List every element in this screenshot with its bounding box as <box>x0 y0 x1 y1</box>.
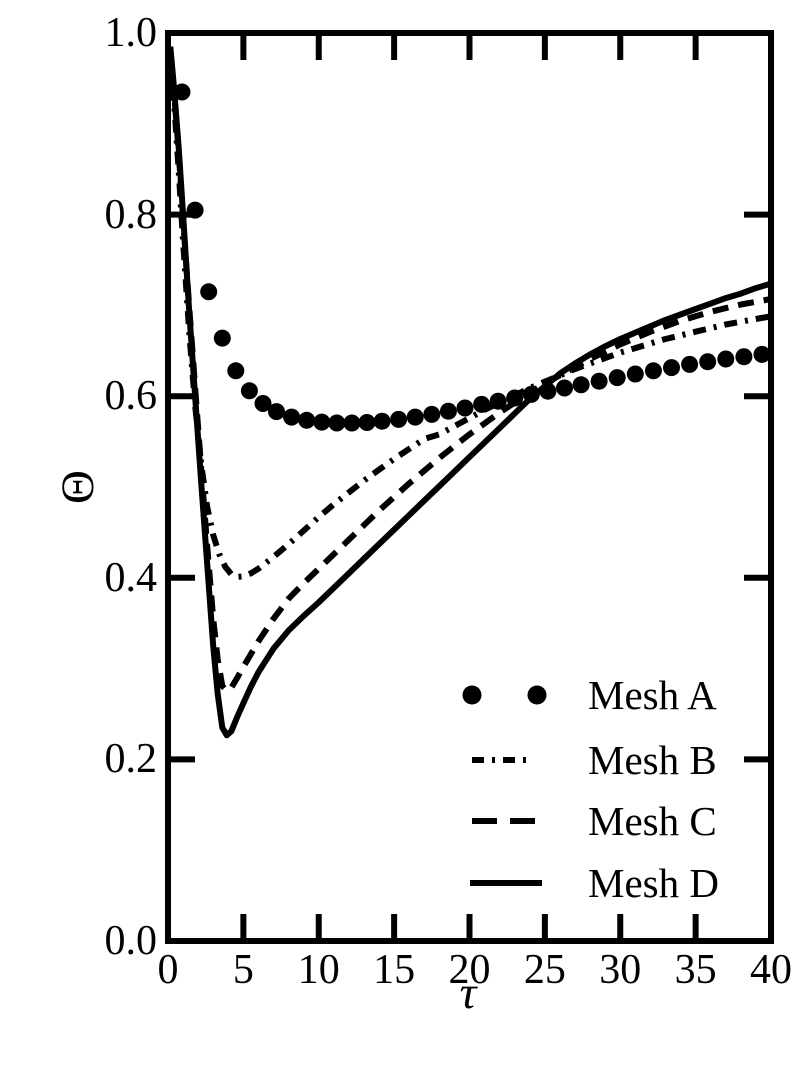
x-tick-label: 40 <box>750 947 792 993</box>
marker-mesh-a <box>173 83 191 101</box>
x-axis-label: τ <box>459 967 477 1019</box>
y-tick-label: 0.4 <box>104 554 158 601</box>
marker-mesh-a <box>213 329 231 347</box>
marker-mesh-a <box>423 405 441 423</box>
marker-mesh-a <box>539 382 557 400</box>
marker-mesh-a <box>313 413 331 431</box>
marker-mesh-a <box>343 414 361 432</box>
legend-label-mesh-c: Mesh C <box>588 798 717 844</box>
y-tick-label: 1.0 <box>104 10 158 56</box>
legend-label-mesh-a: Mesh A <box>588 672 717 718</box>
marker-mesh-a <box>608 369 626 387</box>
marker-mesh-a <box>572 376 590 394</box>
y-tick-label: 0.6 <box>104 373 158 420</box>
marker-mesh-a <box>227 362 245 380</box>
marker-mesh-a <box>489 392 507 410</box>
marker-mesh-a <box>268 403 285 421</box>
x-tick-label: 20 <box>448 947 491 993</box>
x-tick-label: 5 <box>232 947 254 993</box>
marker-mesh-a <box>681 355 699 373</box>
marker-mesh-a <box>753 345 771 363</box>
marker-mesh-a <box>699 353 717 371</box>
marker-mesh-a <box>406 408 424 426</box>
legend-line-mesh-c <box>472 818 536 824</box>
marker-mesh-a <box>717 350 735 368</box>
marker-mesh-a <box>358 414 376 431</box>
marker-mesh-a <box>298 411 316 429</box>
legend-line-mesh-d <box>470 880 542 886</box>
legend-item-mesh-d: Mesh D <box>452 857 719 909</box>
legend-label-mesh-d: Mesh D <box>588 860 719 906</box>
curve-mesh-b <box>167 55 772 580</box>
marker-mesh-a <box>473 395 491 413</box>
marker-mesh-a <box>283 408 301 426</box>
marker-mesh-a <box>644 362 662 380</box>
x-tick-label: 35 <box>674 947 717 993</box>
x-tick-label: 0 <box>157 947 179 993</box>
marker-mesh-a <box>328 414 346 432</box>
y-tick-label: 0.8 <box>104 191 158 238</box>
marker-mesh-a <box>373 412 391 430</box>
curve-mesh-c <box>167 50 772 694</box>
marker-mesh-a <box>254 395 272 412</box>
marker-mesh-a <box>735 348 753 366</box>
marker-mesh-a <box>186 201 204 219</box>
legend-item-mesh-a: Mesh A <box>452 669 717 721</box>
marker-mesh-a <box>506 389 524 407</box>
x-tick-label: 30 <box>599 947 642 993</box>
marker-mesh-a <box>200 283 218 301</box>
curve-mesh-d <box>167 46 772 739</box>
marker-mesh-a <box>522 385 540 403</box>
marker-mesh-a <box>626 365 644 383</box>
marker-mesh-a <box>439 402 457 420</box>
x-tick-label: 25 <box>523 947 566 993</box>
legend-item-mesh-b: Mesh B <box>452 734 717 786</box>
y-axis-label: Θ <box>52 470 104 504</box>
marker-mesh-a <box>590 372 608 390</box>
marker-mesh-a <box>556 379 573 397</box>
marker-mesh-a <box>390 410 408 428</box>
marker-mesh-a <box>663 359 680 377</box>
legend-item-mesh-c: Mesh C <box>452 795 717 847</box>
legend-line-mesh-b <box>472 757 526 763</box>
x-tick-label: 10 <box>297 947 340 993</box>
legend-label-mesh-b: Mesh B <box>588 737 717 783</box>
marker-mesh-a <box>456 399 474 417</box>
y-tick-label: 0.2 <box>104 736 158 783</box>
legend-marker-mesh-a <box>462 685 547 705</box>
y-tick-label: 0.0 <box>104 918 158 964</box>
x-tick-label: 15 <box>373 947 416 993</box>
marker-mesh-a <box>240 382 258 400</box>
